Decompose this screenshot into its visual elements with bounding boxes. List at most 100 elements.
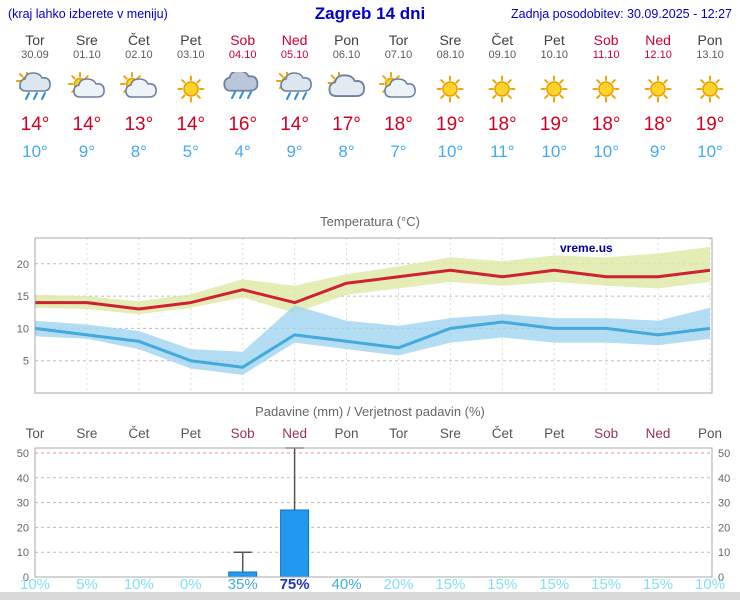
temperature-min: 10° bbox=[437, 142, 464, 161]
temperature-min: 7° bbox=[390, 142, 407, 161]
day-date: 13.10 bbox=[696, 49, 724, 61]
day-date: 08.10 bbox=[436, 49, 465, 61]
day-column-12.10: Ned 12.10 18° 9° bbox=[632, 32, 684, 174]
temperature-chart-title: Temperatura (°C) bbox=[320, 214, 420, 229]
min-temperature-band bbox=[35, 305, 710, 375]
temperature-min: 9° bbox=[286, 142, 303, 161]
precip-y-tick-left: 10 bbox=[17, 547, 29, 559]
precip-day-label: Čet bbox=[491, 426, 513, 441]
precip-y-tick-left: 0 bbox=[23, 572, 29, 583]
precip-day-label: Tor bbox=[389, 426, 408, 441]
temperature-max: 17° bbox=[332, 114, 361, 135]
sun-icon bbox=[584, 72, 628, 106]
day-name: Pet bbox=[180, 32, 202, 48]
temperature-max: 14° bbox=[20, 114, 50, 135]
precipitation-probability-row: 10% 5% 10% 0% 35% 75% 40% 20% 15% 15% 15% 15% 15% 10% bbox=[0, 576, 740, 593]
precip-day-label: Pon bbox=[334, 426, 359, 441]
day-name: Sob bbox=[230, 32, 256, 48]
precip-y-tick-right: 40 bbox=[718, 473, 730, 485]
precipitation-chart: 0 0 10 10 20 20 30 30 40 40 50 50 bbox=[17, 447, 730, 583]
watermark-vreme-us: vreme.us bbox=[560, 241, 613, 255]
temperature-min: 9° bbox=[649, 142, 667, 161]
temperature-chart: 5 10 15 20 vreme.us bbox=[17, 237, 713, 394]
temperature-max: 19° bbox=[436, 114, 465, 135]
precip-y-tick-left: 30 bbox=[17, 498, 29, 510]
day-column-30.09: Tor 30.09 14° 10° bbox=[9, 32, 61, 174]
day-name: Čet bbox=[491, 32, 514, 48]
sun-icon bbox=[169, 72, 213, 106]
temperature-min: 10° bbox=[22, 142, 48, 161]
precip-y-tick-left: 50 bbox=[17, 448, 29, 460]
sun-cloud-icon bbox=[376, 72, 420, 106]
day-name: Čet bbox=[127, 32, 150, 48]
sun-icon bbox=[480, 72, 524, 106]
sun-icon bbox=[688, 72, 732, 106]
day-date: 11.10 bbox=[592, 49, 620, 61]
day-column-08.10: Sre 08.10 19° 10° bbox=[424, 32, 476, 174]
temperature-min: 8° bbox=[130, 142, 147, 161]
page-title: Zagreb 14 dni bbox=[314, 4, 426, 23]
day-name: Sob bbox=[593, 32, 619, 48]
day-name: Tor bbox=[388, 32, 409, 48]
temperature-min: 10° bbox=[593, 142, 619, 161]
temperature-min: 9° bbox=[78, 142, 96, 161]
day-name: Pon bbox=[334, 32, 359, 48]
temperature-max: 18° bbox=[643, 114, 673, 135]
temp-y-tick: 15 bbox=[17, 291, 29, 303]
precip-y-tick-right: 20 bbox=[718, 522, 730, 534]
day-name: Sre bbox=[76, 32, 98, 48]
min-temperature-line bbox=[34, 320, 711, 369]
day-column-11.10: Sob 11.10 18° 10° bbox=[580, 32, 632, 174]
day-column-01.10: Sre 01.10 14° 9° bbox=[61, 32, 113, 174]
temperature-min: 4° bbox=[234, 142, 251, 161]
day-column-07.10: Tor 07.10 18° 7° bbox=[372, 32, 424, 174]
temp-y-tick: 5 bbox=[23, 356, 29, 368]
day-column-04.10: Sob 04.10 16° 4° bbox=[217, 32, 269, 174]
day-column-03.10: Pet 03.10 14° 5° bbox=[165, 32, 217, 174]
day-date: 07.10 bbox=[384, 49, 413, 61]
temperature-min: 10° bbox=[697, 142, 723, 161]
precip-probability: 10% bbox=[123, 576, 154, 593]
precip-y-tick-right: 0 bbox=[718, 572, 724, 583]
day-date: 02.10 bbox=[125, 49, 153, 61]
temperature-max: 19° bbox=[695, 114, 725, 135]
precip-y-tick-left: 20 bbox=[17, 522, 29, 534]
precip-probability: 15% bbox=[435, 576, 466, 593]
precip-probability: 40% bbox=[331, 576, 362, 593]
sun-rain-icon bbox=[273, 70, 317, 106]
day-date: 09.10 bbox=[488, 49, 517, 61]
precip-probability: 10% bbox=[694, 576, 726, 593]
day-date: 03.10 bbox=[177, 49, 205, 61]
precip-y-tick-right: 30 bbox=[718, 498, 730, 510]
temperature-max: 18° bbox=[591, 114, 621, 135]
temp-y-tick: 10 bbox=[17, 323, 29, 335]
precip-probability: 10% bbox=[19, 576, 51, 593]
precip-day-label: Pon bbox=[697, 426, 723, 441]
day-column-10.10: Pet 10.10 19° 10° bbox=[528, 32, 580, 174]
day-date: 04.10 bbox=[228, 49, 257, 61]
precip-day-label: Sob bbox=[594, 426, 619, 441]
precip-probability: 15% bbox=[643, 576, 674, 593]
temperature-max: 16° bbox=[228, 114, 258, 135]
temperature-max: 14° bbox=[72, 114, 102, 135]
day-name: Tor bbox=[25, 32, 45, 48]
precip-probability: 15% bbox=[591, 576, 622, 593]
temperature-min: 11° bbox=[490, 142, 515, 161]
precip-probability: 20% bbox=[383, 576, 414, 593]
precip-day-label: Čet bbox=[128, 426, 150, 441]
precip-probability: 35% bbox=[227, 576, 258, 593]
cloud-rain-icon bbox=[13, 70, 57, 106]
precip-y-tick-left: 40 bbox=[17, 473, 29, 485]
precip-probability: 15% bbox=[487, 576, 518, 593]
day-date: 30.09 bbox=[21, 49, 49, 61]
day-date: 01.10 bbox=[73, 49, 101, 61]
day-name: Ned bbox=[645, 32, 671, 48]
rain-icon bbox=[221, 70, 265, 106]
day-name: Sre bbox=[439, 32, 462, 48]
precip-day-label: Ned bbox=[282, 426, 307, 441]
temperature-min: 5° bbox=[182, 142, 199, 161]
precip-probability: 75% bbox=[279, 576, 310, 593]
precipitation-day-labels: Tor Sre Čet Pet Sob Ned Pon Tor Sre Čet Pet Sob Ned P… bbox=[0, 426, 740, 442]
sun-icon bbox=[428, 72, 472, 106]
